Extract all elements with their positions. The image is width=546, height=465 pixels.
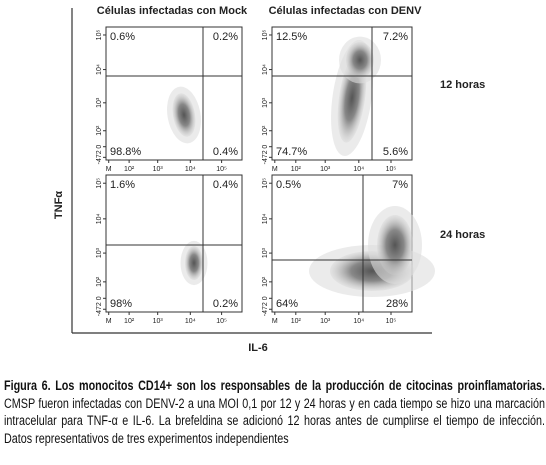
y-tick-label: 10² <box>96 125 103 136</box>
y-tick-label: 10⁴ <box>262 64 269 75</box>
density-blob <box>346 42 374 78</box>
x-tick-label: 10⁴ <box>185 318 196 325</box>
x-tick-label: 10² <box>124 318 135 325</box>
quadrant-percent: 0.4% <box>213 179 238 191</box>
plot-frame <box>105 174 243 313</box>
quadrant-percent: 98% <box>110 298 132 310</box>
y-tick-label: -472 <box>262 302 269 316</box>
row-label: 12 horas <box>440 79 485 91</box>
x-tick-label: 10⁵ <box>216 166 227 173</box>
y-axis-label: TNFα <box>53 191 65 219</box>
y-tick-label: -472 <box>96 302 103 316</box>
y-tick-label: 10³ <box>262 97 269 108</box>
x-tick-label: 10⁵ <box>386 318 397 325</box>
caption-title: Figura 6. Los monocitos CD14+ son los re… <box>4 378 545 393</box>
x-tick-label: 10³ <box>153 166 164 173</box>
y-tick-label: 10⁵ <box>262 30 269 41</box>
quadrant-percent: 7.2% <box>383 31 408 43</box>
x-tick-label: M <box>106 318 112 325</box>
x-tick-label: 10² <box>291 318 302 325</box>
quadrant-percent: 74.7% <box>276 146 307 158</box>
figure: Células infectadas con Mock Células infe… <box>53 5 485 354</box>
y-tick-label: 0 <box>96 296 103 300</box>
y-tick-label: 10² <box>262 125 269 136</box>
y-tick-label: -472 <box>262 150 269 164</box>
quadrant-percent: 0.4% <box>213 146 238 158</box>
quadrant-percent: 98.8% <box>110 146 141 158</box>
x-tick-label: M <box>272 166 278 173</box>
caption-body: CMSP fueron infectadas con DENV-2 a una … <box>4 395 545 446</box>
column-header: Células infectadas con DENV <box>269 5 422 17</box>
x-tick-label: 10⁵ <box>386 166 397 173</box>
row-label: 24 horas <box>440 229 485 241</box>
quadrant-percent: 5.6% <box>383 146 408 158</box>
y-tick-label: 10³ <box>96 247 103 258</box>
x-tick-label: 10⁵ <box>216 318 227 325</box>
quadrant-percent: 0.2% <box>213 31 238 43</box>
y-tick-label: 10² <box>96 276 103 287</box>
quadrant-percent: 28% <box>386 298 408 310</box>
x-tick-label: 10² <box>124 166 135 173</box>
y-tick-label: 10⁴ <box>262 213 269 224</box>
x-tick-label: 10² <box>291 166 302 173</box>
x-tick-label: 10³ <box>320 166 331 173</box>
x-tick-label: M <box>272 318 278 325</box>
quadrant-percent: 1.6% <box>110 179 135 191</box>
y-tick-label: 10⁵ <box>96 178 103 189</box>
density-blob <box>172 93 196 137</box>
quadrant-percent: 0.2% <box>213 298 238 310</box>
y-tick-label: 10³ <box>96 97 103 108</box>
x-tick-label: 10⁴ <box>353 166 364 173</box>
x-tick-label: 10³ <box>320 318 331 325</box>
y-tick-label: 10³ <box>262 247 269 258</box>
x-tick-label: 10⁴ <box>353 318 364 325</box>
y-tick-label: 0 <box>262 145 269 149</box>
quadrant-percent: 0.6% <box>110 31 135 43</box>
caption: Figura 6. Los monocitos CD14+ son los re… <box>4 377 545 447</box>
y-tick-label: 0 <box>262 296 269 300</box>
x-tick-label: 10³ <box>153 318 164 325</box>
quadrant-percent: 64% <box>276 298 298 310</box>
y-tick-label: 10² <box>262 276 269 287</box>
quadrant-percent: 12.5% <box>276 31 307 43</box>
y-tick-label: 10⁴ <box>96 213 103 224</box>
y-tick-label: 10⁵ <box>96 30 103 41</box>
density-blob <box>377 215 413 275</box>
y-tick-label: -472 <box>96 150 103 164</box>
y-tick-label: 0 <box>96 145 103 149</box>
quadrant-percent: 7% <box>392 179 408 191</box>
column-header: Células infectadas con Mock <box>97 5 248 17</box>
quadrant-percent: 0.5% <box>276 179 301 191</box>
x-axis-label: IL-6 <box>248 342 268 354</box>
y-tick-label: 10⁴ <box>96 64 103 75</box>
density-blob <box>185 246 203 280</box>
x-tick-label: 10⁴ <box>185 166 196 173</box>
x-tick-label: M <box>106 166 112 173</box>
y-tick-label: 10⁵ <box>262 178 269 189</box>
